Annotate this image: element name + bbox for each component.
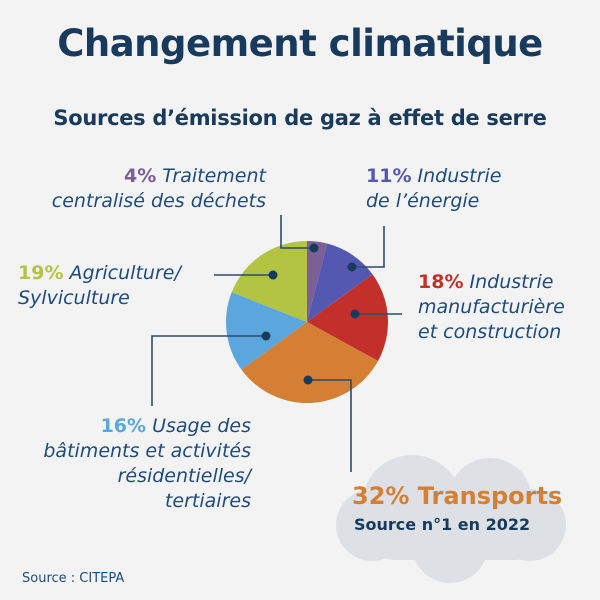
- leader-line-4: [151, 335, 266, 406]
- label-text: bâtiments et activités: [43, 440, 251, 462]
- label-text: Industrie: [469, 271, 554, 293]
- label-agriculture: 19% Agriculture/ Sylviculture: [18, 261, 181, 311]
- leader-line-0: [280, 215, 314, 249]
- leader-dot-1: [347, 262, 357, 272]
- transports-note: Source n°1 en 2022: [354, 515, 531, 534]
- leader-dot-3: [303, 375, 313, 385]
- label-dechets: 4% Traitement centralisé des déchets: [52, 164, 266, 214]
- pct: 16%: [100, 415, 147, 437]
- pie-slice-3: [241, 322, 378, 403]
- page-title: Changement climatique: [57, 22, 543, 65]
- label-text: tertiaires: [164, 490, 251, 512]
- pct: 11%: [366, 165, 412, 187]
- pct: 19%: [18, 262, 64, 284]
- pct: 18%: [418, 271, 464, 293]
- label-text: Usage des: [152, 415, 251, 437]
- leader-dot-4: [261, 331, 271, 341]
- pie-slice-4: [226, 292, 307, 370]
- label-text: Industrie: [417, 165, 502, 187]
- label-text: Sylviculture: [18, 287, 130, 309]
- pie-slice-1: [307, 243, 373, 322]
- label-text: centralisé des déchets: [51, 190, 266, 212]
- chart-subtitle: Sources d’émission de gaz à effet de ser…: [53, 106, 547, 130]
- label-energie: 11% Industrie de l’énergie: [366, 164, 501, 214]
- transports-headline: 32% Transports: [352, 482, 563, 510]
- leader-line-1: [352, 226, 385, 268]
- pie-slice-0: [307, 241, 328, 322]
- label-text: manufacturière: [418, 296, 565, 318]
- label-text: de l’énergie: [366, 190, 480, 212]
- cloud-shape: [336, 455, 566, 583]
- pct: 4%: [123, 165, 157, 187]
- leader-dot-2: [350, 309, 360, 319]
- leader-dot-5: [268, 270, 278, 280]
- pie-slice-5: [231, 241, 307, 322]
- pie-slice-2: [307, 274, 388, 362]
- label-manufacture: 18% Industrie manufacturière et construc…: [418, 270, 565, 345]
- leader-dot-0: [309, 243, 319, 253]
- label-batiments: 16% Usage des bâtiments et activités rés…: [43, 414, 251, 514]
- label-text: et construction: [418, 321, 562, 343]
- label-text: résidentielles/: [117, 465, 251, 487]
- source-credit: Source : CITEPA: [22, 571, 125, 586]
- label-text: Traitement: [162, 165, 266, 187]
- leader-line-3: [308, 379, 352, 472]
- label-text: Agriculture/: [69, 262, 181, 284]
